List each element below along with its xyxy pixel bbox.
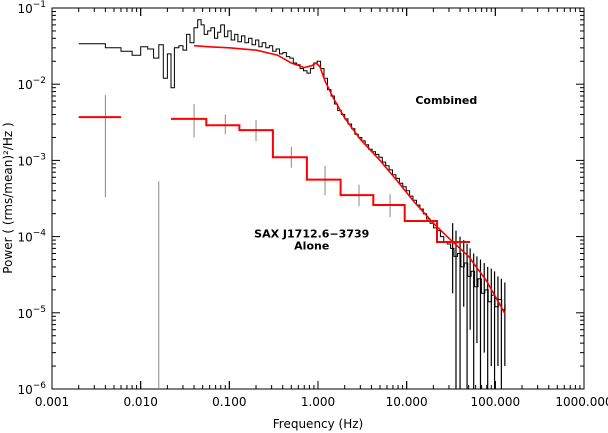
y-axis-label: Power ( (rms/mean)²/Hz ) — [1, 122, 15, 273]
x-tick-label: 0.010 — [123, 395, 157, 409]
axis-ticks — [51, 8, 585, 390]
annotation-label: Combined — [415, 94, 477, 107]
x-tick-label: 100.000 — [471, 395, 521, 409]
y-tick-label: 10−6 — [17, 381, 46, 397]
combined-model-line — [193, 44, 507, 315]
y-tick-label: 10−3 — [17, 152, 46, 168]
x-tick-label: 0.001 — [35, 395, 69, 409]
axis-tick-labels: 0.001 0.010 0.100 1.000 10.000 100.000 1000.00… — [17, 0, 608, 409]
x-axis-label: Frequency (Hz) — [273, 417, 364, 431]
x-tick-label: 1.000 — [301, 395, 335, 409]
y-tick-label: 10−2 — [17, 76, 46, 92]
x-tick-label: 1000.000 — [555, 395, 608, 409]
chart-marks — [78, 19, 507, 389]
y-tick-label: 10−4 — [17, 229, 46, 245]
annotation-label: Alone — [294, 239, 329, 252]
y-tick-label: 10−1 — [17, 0, 46, 16]
y-tick-label: 10−5 — [17, 305, 46, 321]
x-tick-label: 10.000 — [386, 395, 428, 409]
annotation-label: SAX J1712.6−3739 — [254, 227, 369, 240]
alone-model-line — [171, 117, 471, 243]
x-tick-label: 0.100 — [212, 395, 246, 409]
